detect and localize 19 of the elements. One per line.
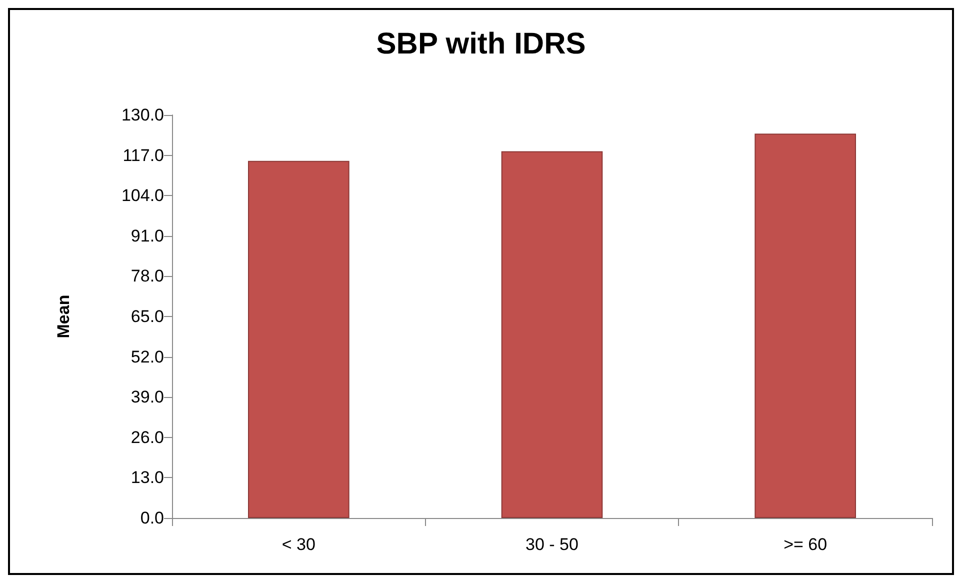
y-tick-label: 91.0	[130, 226, 164, 246]
y-tick-label: 0.0	[140, 508, 164, 528]
chart-title: SBP with IDRS	[376, 28, 586, 60]
y-tick-label: 52.0	[130, 347, 164, 366]
y-tick-label: 13.0	[130, 468, 164, 488]
x-tick-label: >= 60	[784, 535, 828, 554]
x-tick-label: 30 - 50	[526, 535, 578, 554]
y-tick-label: 65.0	[130, 307, 164, 326]
y-tick-label: 130.0	[121, 106, 164, 124]
bar	[248, 160, 350, 518]
bar	[501, 151, 603, 518]
bar	[754, 134, 856, 518]
y-tick-label: 26.0	[130, 428, 164, 447]
y-tick-label: 104.0	[121, 186, 164, 206]
x-tick-label: < 30	[282, 535, 316, 554]
y-tick-label: 78.0	[130, 266, 164, 286]
y-tick-label: 117.0	[122, 146, 164, 165]
y-tick-label: 39.0	[130, 388, 164, 407]
y-axis-title: Mean	[54, 294, 73, 338]
